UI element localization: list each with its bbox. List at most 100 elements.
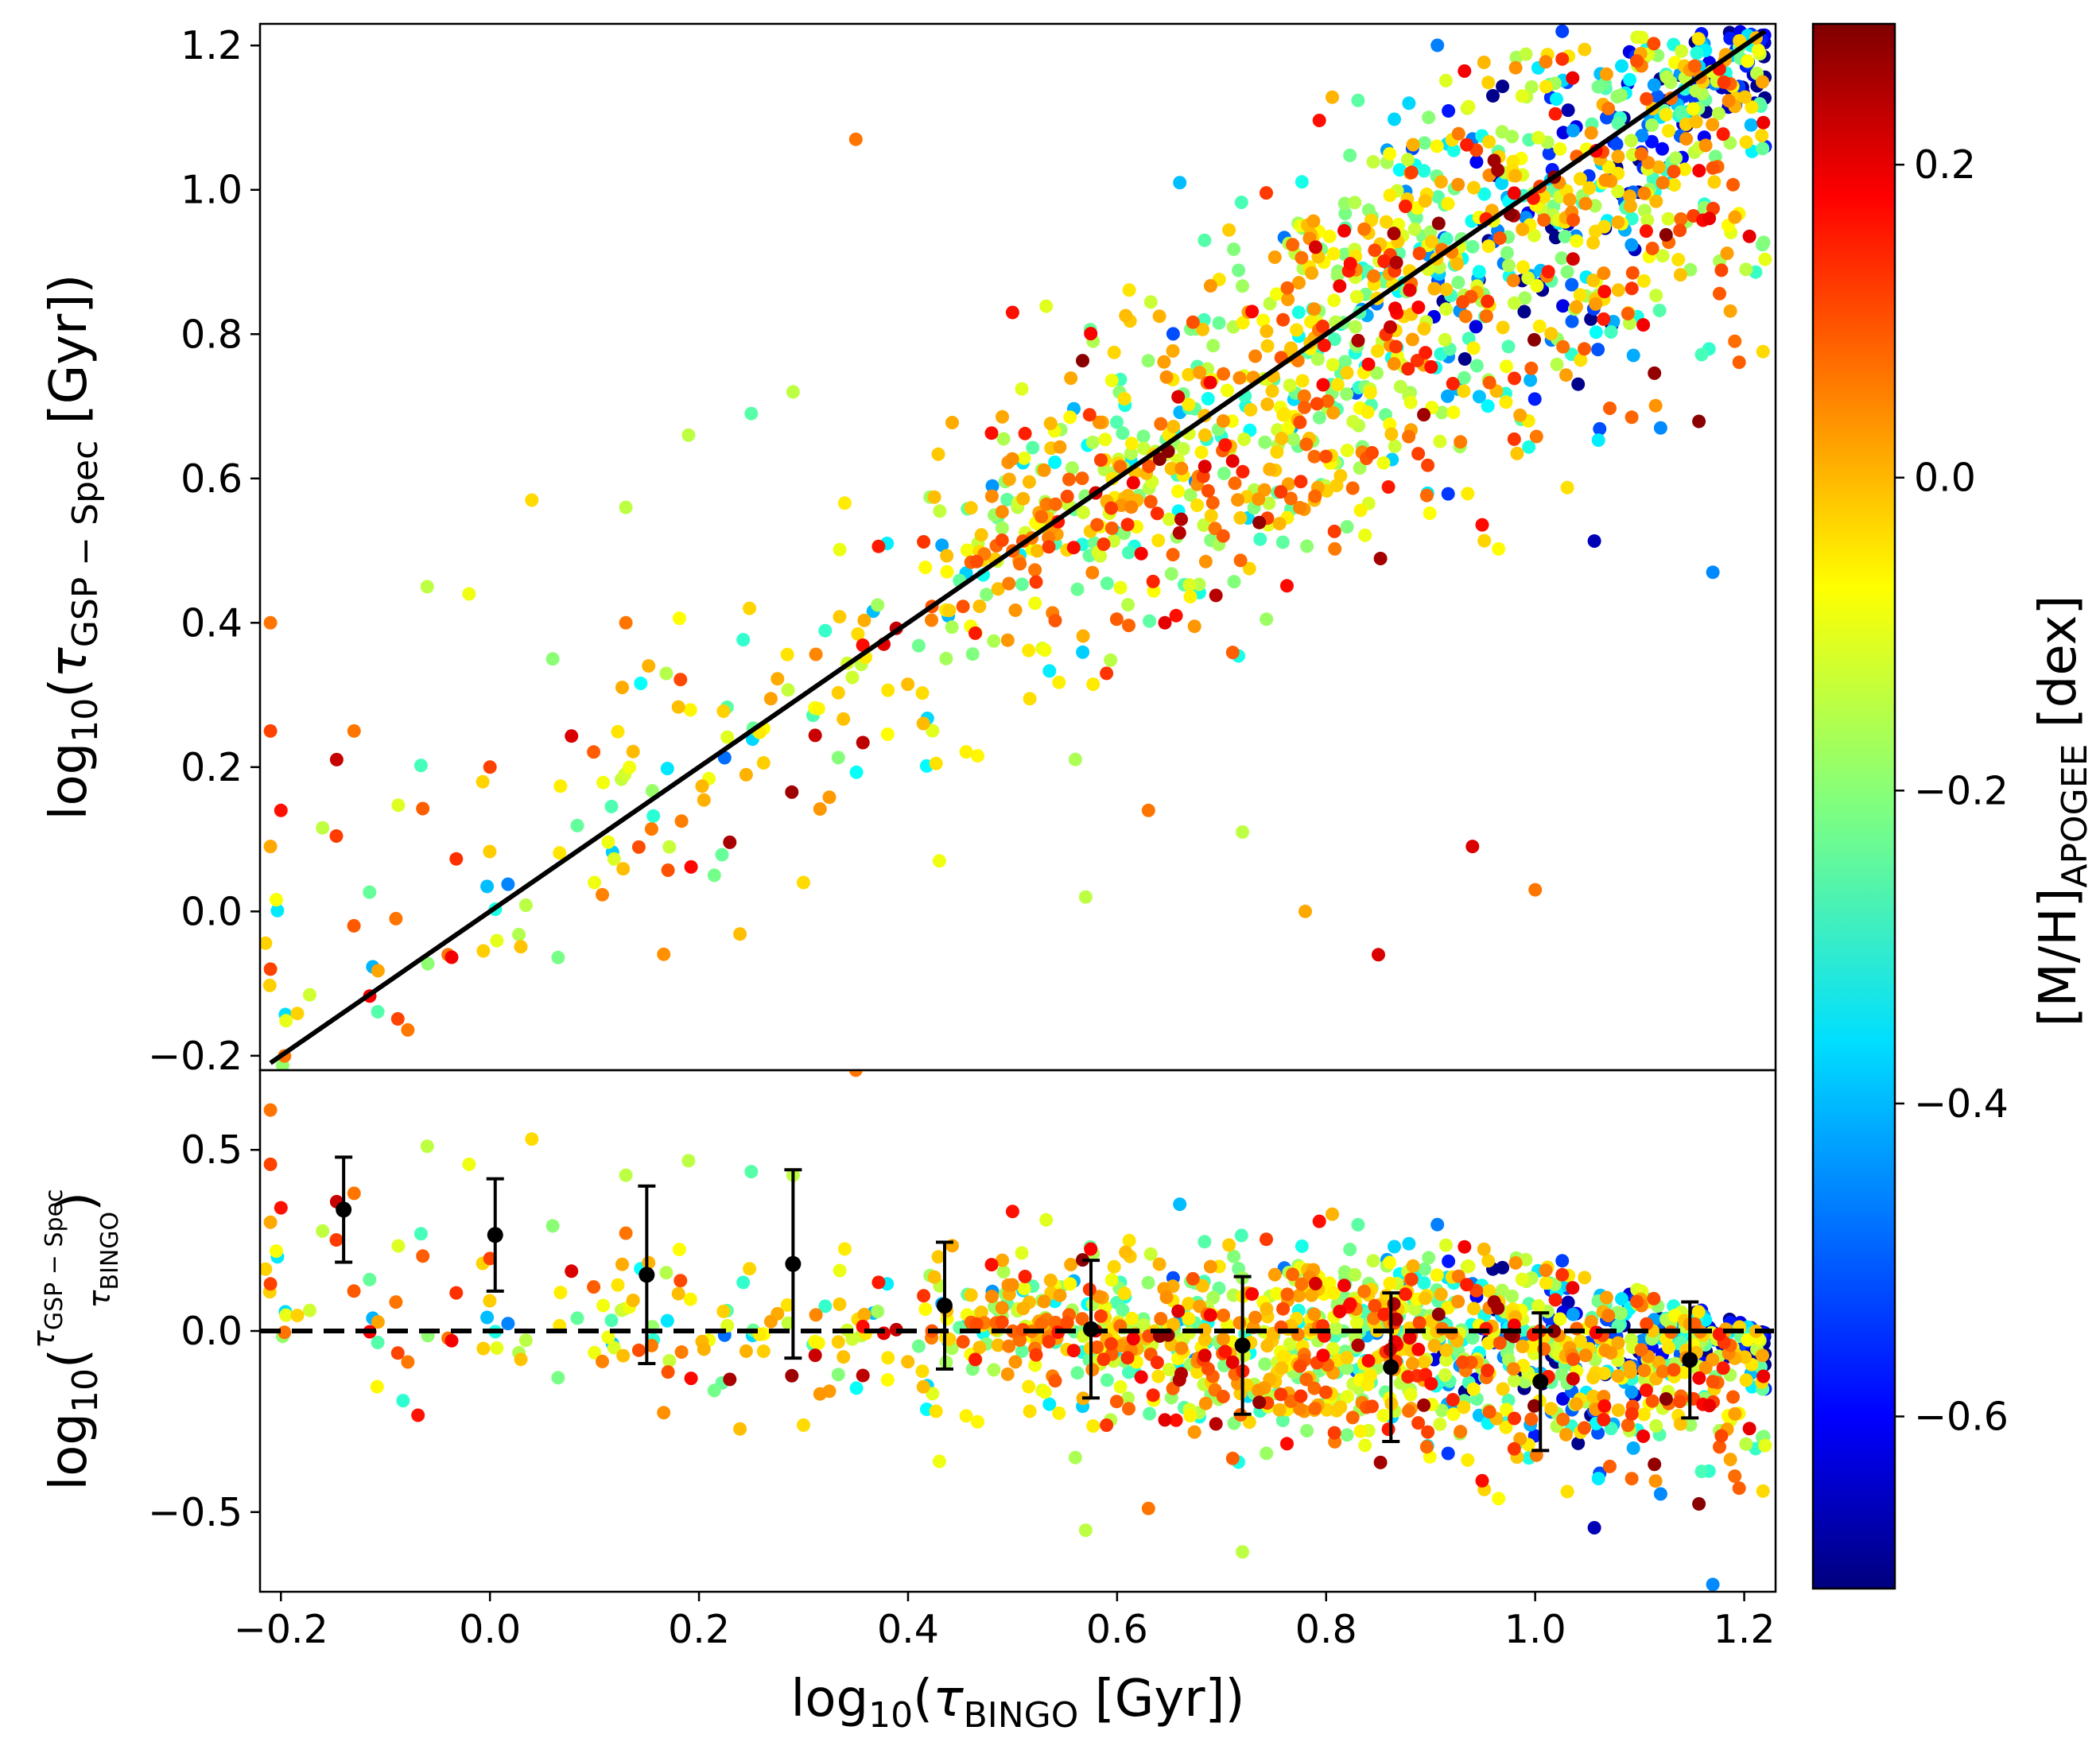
top-star-point xyxy=(972,599,987,613)
top-star-point xyxy=(1060,489,1074,503)
bottom-residual-point xyxy=(1712,1327,1726,1341)
bottom-residual-point xyxy=(831,1335,845,1349)
top-star-point xyxy=(1598,173,1613,188)
top-star-point xyxy=(1237,433,1252,446)
top-star-point xyxy=(1659,107,1673,122)
top-star-point xyxy=(1591,343,1605,357)
top-star-point xyxy=(1401,362,1415,376)
tick-label: −0.2 xyxy=(234,1607,328,1652)
top-star-point xyxy=(1500,246,1514,260)
top-star-point xyxy=(1076,506,1090,519)
top-star-point xyxy=(1431,216,1446,231)
top-star-point xyxy=(1340,387,1354,402)
bottom-residual-point xyxy=(880,1373,895,1387)
top-star-point xyxy=(1267,250,1282,264)
bottom-residual-point xyxy=(1260,1446,1274,1461)
bottom-residual-point xyxy=(1656,1364,1670,1379)
bottom-residual-point xyxy=(797,1418,810,1432)
top-star-point xyxy=(1720,246,1734,261)
top-star-point xyxy=(1166,420,1181,433)
top-star-point xyxy=(1064,371,1078,386)
top-star-point xyxy=(968,626,982,640)
top-star-point xyxy=(1481,294,1495,308)
top-star-point xyxy=(1308,489,1322,503)
bottom-residual-point xyxy=(1203,1259,1217,1274)
top-star-point xyxy=(1232,371,1247,385)
top-star-point xyxy=(1084,327,1098,341)
top-star-point xyxy=(1477,534,1492,548)
bottom-residual-point xyxy=(1150,1356,1164,1370)
top-star-point xyxy=(995,534,1009,547)
top-star-point xyxy=(1196,469,1210,483)
top-star-point xyxy=(1005,305,1019,320)
top-star-point xyxy=(1611,184,1625,199)
bottom-residual-point xyxy=(662,1354,677,1368)
top-star-point xyxy=(1441,196,1455,211)
top-star-point xyxy=(1634,147,1648,161)
top-star-point xyxy=(1679,132,1694,146)
top-star-point xyxy=(1522,440,1536,454)
top-star-point xyxy=(837,496,852,510)
top-star-point xyxy=(444,950,459,964)
bottom-residual-point xyxy=(1461,1259,1476,1273)
top-star-point xyxy=(974,528,988,542)
top-star-point xyxy=(1644,134,1659,149)
top-star-point xyxy=(1353,503,1368,518)
top-star-point xyxy=(1236,825,1250,839)
bottom-residual-point xyxy=(1340,1361,1354,1375)
top-star-point xyxy=(1122,545,1135,560)
top-star-point xyxy=(1000,633,1015,647)
top-star-point xyxy=(1527,392,1542,406)
bottom-residual-point xyxy=(1060,1316,1074,1330)
top-star-point xyxy=(1674,212,1688,226)
bottom-residual-point xyxy=(1692,1497,1706,1511)
bottom-residual-point xyxy=(1152,1257,1166,1271)
top-star-point xyxy=(1242,561,1256,576)
bottom-scatter-points xyxy=(260,1070,1772,1592)
top-star-point xyxy=(1340,520,1354,534)
top-star-point xyxy=(660,762,674,776)
tick-label: 0.5 xyxy=(180,1127,243,1173)
top-star-point xyxy=(1441,487,1455,501)
bottom-residual-point xyxy=(1611,1336,1625,1350)
bottom-residual-point xyxy=(604,1313,619,1328)
bottom-residual-point xyxy=(833,1263,847,1278)
bottom-residual-point xyxy=(739,1344,753,1358)
top-star-point xyxy=(1373,552,1388,565)
tick-label: 0.8 xyxy=(1295,1607,1357,1652)
top-star-point xyxy=(932,854,946,868)
top-star-point xyxy=(1679,117,1693,131)
top-star-point xyxy=(1174,461,1189,475)
bottom-residual-point xyxy=(1739,1373,1753,1387)
bottom-residual-point xyxy=(1403,1331,1417,1345)
top-star-point xyxy=(1292,276,1306,290)
top-star-point xyxy=(1000,492,1015,506)
top-star-point xyxy=(1521,271,1535,285)
bottom-residual-point xyxy=(995,1315,1009,1329)
bottom-residual-point xyxy=(871,1275,886,1290)
top-star-point xyxy=(1283,378,1297,393)
bottom-residual-point xyxy=(1421,1425,1435,1439)
top-star-point xyxy=(1659,70,1674,84)
top-star-point xyxy=(413,759,428,773)
bottom-residual-point xyxy=(984,1258,999,1272)
bottom-residual-point xyxy=(551,1371,565,1385)
top-star-point xyxy=(1042,664,1057,678)
top-star-point xyxy=(1647,78,1661,92)
bottom-residual-point xyxy=(744,1165,759,1179)
bottom-residual-point xyxy=(1203,1308,1217,1322)
top-star-point xyxy=(1530,279,1544,293)
top-star-point xyxy=(1591,433,1605,448)
top-star-point xyxy=(813,802,827,816)
top-star-point xyxy=(303,987,316,1002)
top-star-point xyxy=(1253,532,1267,546)
bottom-residual-point xyxy=(1183,1409,1198,1423)
top-star-point xyxy=(512,928,526,941)
top-star-point xyxy=(1164,567,1178,581)
top-star-point xyxy=(733,927,747,941)
bottom-residual-point xyxy=(991,1338,1005,1352)
bottom-residual-point xyxy=(391,1239,406,1253)
top-star-point xyxy=(1537,213,1551,227)
top-star-point xyxy=(1245,305,1260,319)
colorbar-ticks: 0.2 0.0 −0.2 −0.4 −0.6 xyxy=(1895,142,2009,1440)
